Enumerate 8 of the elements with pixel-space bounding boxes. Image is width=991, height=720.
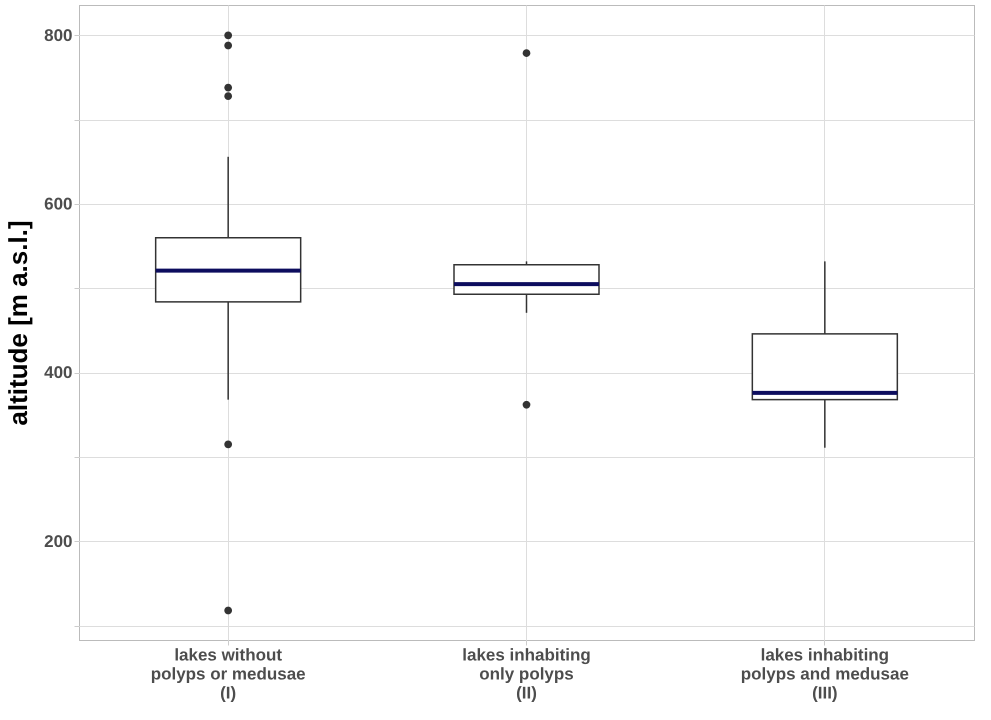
y-tick-label: 600 xyxy=(44,194,72,214)
y-axis-title: altitude [m a.s.l.] xyxy=(3,220,34,426)
y-tick-label: 800 xyxy=(44,26,72,45)
x-tick-label: lakes inhabiting polyps and medusae (III) xyxy=(740,646,909,702)
y-tick-label: 400 xyxy=(44,363,72,382)
y-tick-label: 200 xyxy=(44,532,72,551)
x-tick-label: lakes inhabiting only polyps (II) xyxy=(462,646,591,702)
x-tick-label: lakes without polyps or medusae (I) xyxy=(150,646,306,702)
